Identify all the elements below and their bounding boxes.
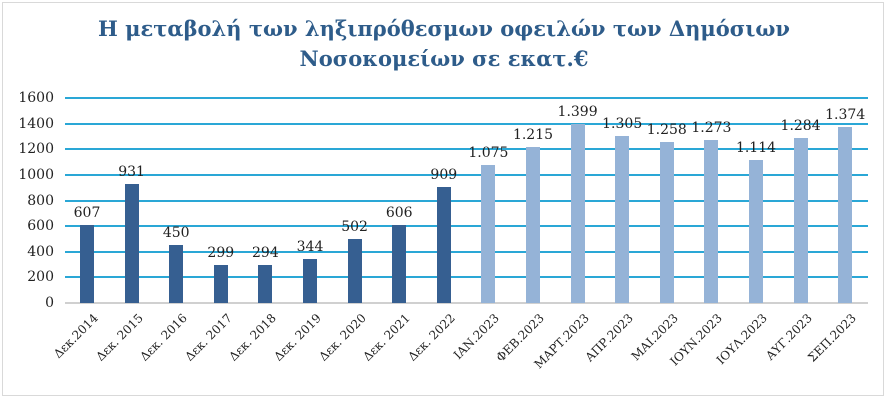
bar (570, 123, 585, 303)
bar (615, 135, 630, 303)
gridline (65, 173, 868, 176)
gridline (65, 250, 868, 253)
chart-frame (2, 2, 884, 396)
gridline (65, 97, 868, 99)
data-label: 502 (341, 218, 368, 235)
data-label: 1.374 (825, 106, 866, 123)
data-label: 299 (207, 244, 235, 261)
bar (481, 165, 496, 303)
data-label: 1.273 (691, 119, 732, 136)
data-label: 1.114 (735, 140, 777, 157)
data-label: 606 (385, 205, 413, 222)
y-tick-label: 1000 (18, 166, 54, 183)
bar (169, 245, 184, 303)
y-tick-label: 600 (27, 218, 54, 235)
y-tick-label: 1600 (18, 90, 54, 106)
chart-title-line-2: Νοσοκομείων σε εκατ.€ (299, 46, 589, 71)
gridline (65, 122, 868, 125)
bar (526, 147, 540, 303)
data-label: 450 (162, 225, 190, 242)
bar (838, 126, 853, 303)
gridline (65, 148, 868, 151)
y-tick-label: 1400 (18, 115, 54, 132)
data-label: 1.399 (557, 103, 598, 120)
y-tick-label: 0 (45, 295, 54, 311)
bar (303, 258, 317, 303)
data-label: 1.215 (512, 127, 554, 144)
data-label: 294 (252, 245, 279, 262)
gridline (65, 276, 868, 279)
data-label: 1.284 (780, 118, 821, 135)
data-label: 909 (430, 166, 458, 183)
data-label: 1.305 (602, 115, 643, 132)
y-tick-label: 1200 (18, 141, 54, 158)
bar (392, 225, 407, 303)
data-label: 931 (118, 163, 145, 180)
gridline (65, 199, 868, 202)
data-label: 344 (296, 238, 324, 255)
bar (258, 265, 273, 303)
bar (749, 160, 763, 303)
bar (659, 141, 674, 303)
bar (436, 186, 451, 303)
data-label: 607 (73, 205, 101, 222)
y-tick-label: 400 (27, 243, 54, 260)
bar (704, 139, 719, 303)
data-label: 1.258 (646, 121, 687, 138)
chart-title-line-1: Η μεταβολή των ληξιπρόθεσμων οφειλών των… (98, 16, 790, 41)
chart-title: Η μεταβολή των ληξιπρόθεσμων οφειλών των… (0, 14, 888, 74)
bar (124, 183, 139, 303)
bar (213, 264, 228, 303)
bar (793, 138, 808, 303)
y-tick-label: 200 (27, 269, 54, 286)
x-axis-line (65, 302, 868, 304)
gridline (65, 225, 868, 228)
bar (347, 238, 362, 303)
y-tick-label: 800 (27, 192, 54, 209)
data-label: 1.075 (468, 145, 509, 162)
bar (80, 225, 94, 303)
